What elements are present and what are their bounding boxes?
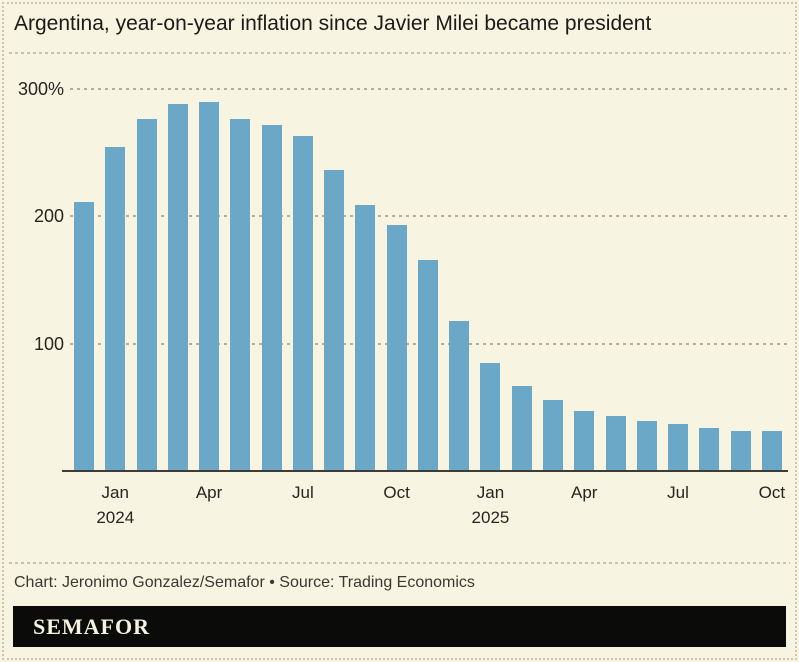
bar-may-2024 (230, 119, 251, 471)
x-axis-year-label: 2025 (471, 508, 510, 527)
chart-credit: Chart: Jeronimo Gonzalez/Semafor • Sourc… (14, 574, 475, 591)
bar-oct-2024: Oct (383, 225, 410, 502)
x-axis-tick-label: Oct (758, 483, 786, 502)
bar-jun-2025 (636, 421, 657, 471)
x-axis-tick-label: Apr (195, 483, 223, 502)
x-axis-line (62, 470, 788, 472)
bar-apr-2025: Apr (571, 411, 597, 502)
x-axis-tick-label: Oct (383, 483, 410, 502)
bar-jan-2025: Jan 2025 (472, 363, 509, 527)
bar-dec-2023 (74, 202, 94, 471)
bar-jan-2024: Jan 2024 (96, 147, 134, 527)
bar-dec-2024 (449, 321, 470, 471)
x-axis-tick-label: Jul (291, 483, 314, 502)
title-separator (9, 52, 790, 54)
y-axis-tick-label: 100 (33, 333, 64, 354)
bar-aug-2025 (699, 428, 720, 471)
semafor-logo-bar: SEMAFOR (13, 606, 786, 647)
x-axis-tick-label: Apr (571, 483, 598, 502)
gridline-200 (70, 215, 787, 218)
x-axis-year-label: 2024 (96, 508, 135, 527)
x-axis-tick-label: Jul (667, 483, 689, 502)
bar-apr-2024: Apr (196, 102, 222, 502)
bar-jul-2024: Jul (292, 136, 314, 502)
y-axis-tick-label: 200 (33, 206, 64, 227)
x-axis-tick-label: Jan (101, 483, 129, 502)
semafor-logo: SEMAFOR (33, 613, 150, 639)
bar-feb-2025 (511, 386, 532, 471)
x-axis-tick-label: Jan (476, 483, 505, 502)
bar-aug-2024 (324, 170, 345, 471)
footer-separator (9, 562, 790, 564)
bar-jun-2024 (261, 125, 282, 471)
bar-plot-area: Jan 2024 Apr Jul Oct Jan 2025 Apr Jul Oct (62, 60, 787, 527)
bar-feb-2024 (136, 119, 157, 471)
bar-oct-2025: Oct (759, 431, 785, 502)
gridline-300 (70, 88, 787, 90)
bar-nov-2024 (417, 260, 438, 471)
bar-mar-2025 (542, 400, 563, 471)
chart-title: Argentina, year-on-year inflation since … (14, 12, 652, 35)
bar-jul-2025: Jul (667, 424, 689, 502)
bar-sep-2025 (730, 431, 751, 471)
bar-mar-2024 (167, 104, 188, 471)
bar-sep-2024 (355, 205, 376, 471)
y-axis-tick-label: 300% (17, 79, 64, 99)
bar-may-2025 (605, 416, 626, 471)
